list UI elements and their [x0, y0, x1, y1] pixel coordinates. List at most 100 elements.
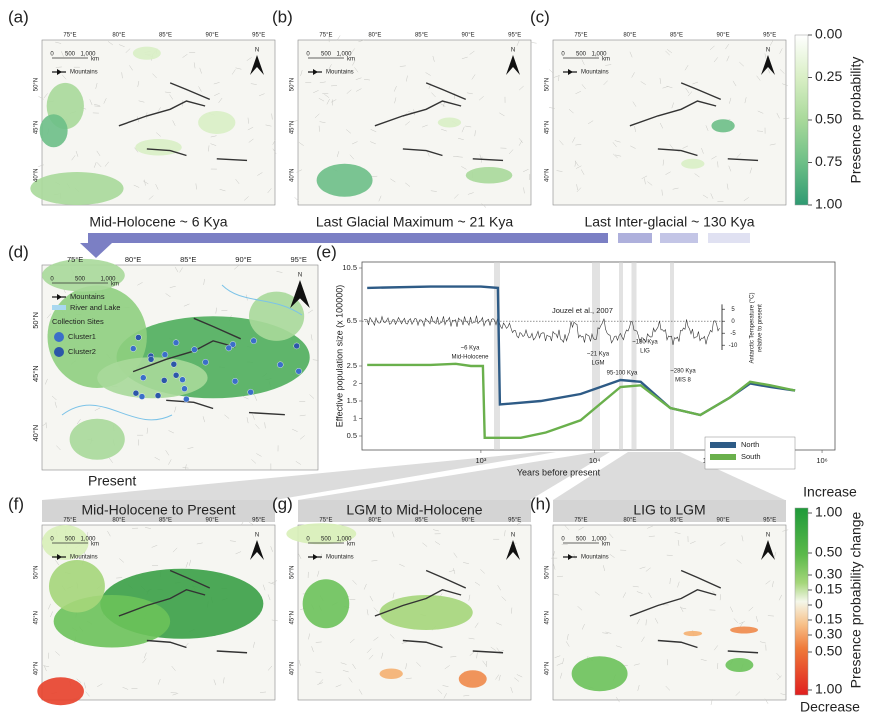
map-panel: 75°E 80°E 85°E 90°E 95°E 50°N 45°N 40°N 0 500 1,00… — [31, 255, 319, 471]
terrain — [508, 149, 514, 155]
terrain — [125, 48, 131, 53]
scale-label: 0 — [50, 537, 54, 543]
terrain — [208, 145, 210, 152]
terrain — [252, 413, 255, 420]
terrain — [119, 558, 124, 563]
lat-label: 45°N — [34, 611, 40, 624]
terrain — [272, 139, 276, 145]
lat-label: 45°N — [31, 365, 40, 382]
terrain — [356, 88, 362, 92]
map-frame — [552, 39, 787, 206]
lon-label: 85°E — [415, 33, 428, 39]
terrain — [392, 592, 395, 599]
terrain — [729, 97, 732, 104]
north-label: N — [766, 48, 770, 54]
lat-label: 45°N — [290, 121, 296, 134]
terrain — [779, 69, 785, 74]
mountain — [374, 100, 462, 127]
north-label: N — [511, 48, 515, 54]
terrain — [453, 155, 460, 158]
river — [61, 404, 173, 421]
terrain — [565, 641, 570, 647]
range-area — [30, 172, 124, 205]
terrain — [249, 522, 255, 526]
terrain — [231, 69, 236, 75]
terrain — [709, 45, 715, 51]
time-bar — [708, 233, 750, 243]
terrain — [603, 565, 605, 572]
terrain — [669, 577, 671, 584]
lon-label: 80°E — [368, 33, 381, 39]
terrain — [552, 551, 555, 557]
site — [172, 372, 180, 379]
terrain — [342, 670, 349, 673]
terrain — [637, 684, 640, 691]
terrain — [733, 618, 739, 624]
terrain — [392, 531, 395, 538]
site — [183, 395, 190, 403]
terrain — [713, 57, 718, 63]
terrain — [504, 530, 506, 537]
lon-label: 80°E — [623, 33, 636, 39]
terrain — [76, 678, 82, 683]
terrain — [55, 651, 60, 656]
terrain — [578, 526, 584, 531]
terrain — [179, 267, 183, 273]
lon-label: 90°E — [206, 33, 219, 39]
terrain — [270, 546, 273, 552]
terrain — [728, 165, 732, 172]
lon-label: 80°E — [368, 518, 381, 524]
terrain — [43, 665, 47, 672]
terrain — [587, 120, 594, 125]
lon-label: 95°E — [763, 518, 776, 524]
range-area — [681, 158, 705, 169]
panel-label: (b) — [272, 7, 293, 26]
terrain — [213, 679, 217, 686]
x-tick-label: 10⁶ — [816, 456, 827, 465]
terrain — [685, 88, 690, 94]
legend-text: River and Lake — [70, 303, 120, 312]
terrain — [370, 129, 377, 133]
series-line — [367, 362, 796, 439]
terrain — [514, 677, 520, 682]
terrain — [319, 121, 326, 123]
terrain — [516, 40, 520, 46]
mountain — [727, 158, 759, 162]
terrain — [575, 165, 582, 169]
terrain — [778, 594, 782, 601]
terrain — [202, 416, 205, 423]
terrain — [739, 622, 744, 628]
terrain — [182, 54, 188, 58]
terrain — [55, 66, 62, 68]
terrain — [268, 582, 275, 585]
terrain — [351, 48, 355, 54]
terrain — [780, 693, 787, 696]
terrain — [210, 135, 217, 138]
terrain — [336, 35, 341, 41]
lon-label: 95°E — [508, 518, 521, 524]
terrain — [421, 124, 428, 128]
terrain — [782, 529, 789, 532]
fan — [298, 452, 610, 500]
terrain — [443, 693, 447, 699]
terrain — [51, 395, 57, 401]
terrain — [352, 60, 356, 66]
scale-unit: km — [91, 57, 99, 63]
colorbar-tick-label: 0.30 — [815, 626, 842, 642]
mountain — [402, 148, 443, 157]
map-panel: 75°E 80°E 85°E 90°E 95°E 50°N 45°N 40°N 0 500 1,00… — [286, 500, 532, 701]
mountain — [216, 158, 248, 162]
range-area — [69, 418, 125, 460]
terrain — [151, 544, 158, 548]
mountain — [425, 569, 467, 589]
terrain — [639, 566, 646, 569]
lon-label: 90°E — [717, 518, 730, 524]
chart-e: (e) 5 0 -5 -10 Antarctic Temperature (°C) rela… — [316, 242, 836, 477]
terrain — [662, 86, 669, 89]
terrain — [440, 103, 446, 107]
lon-label: 80°E — [112, 33, 125, 39]
range-area — [571, 656, 628, 692]
y-tick-label: 0.5 — [347, 431, 357, 440]
terrain — [213, 82, 220, 85]
terrain — [292, 428, 298, 432]
